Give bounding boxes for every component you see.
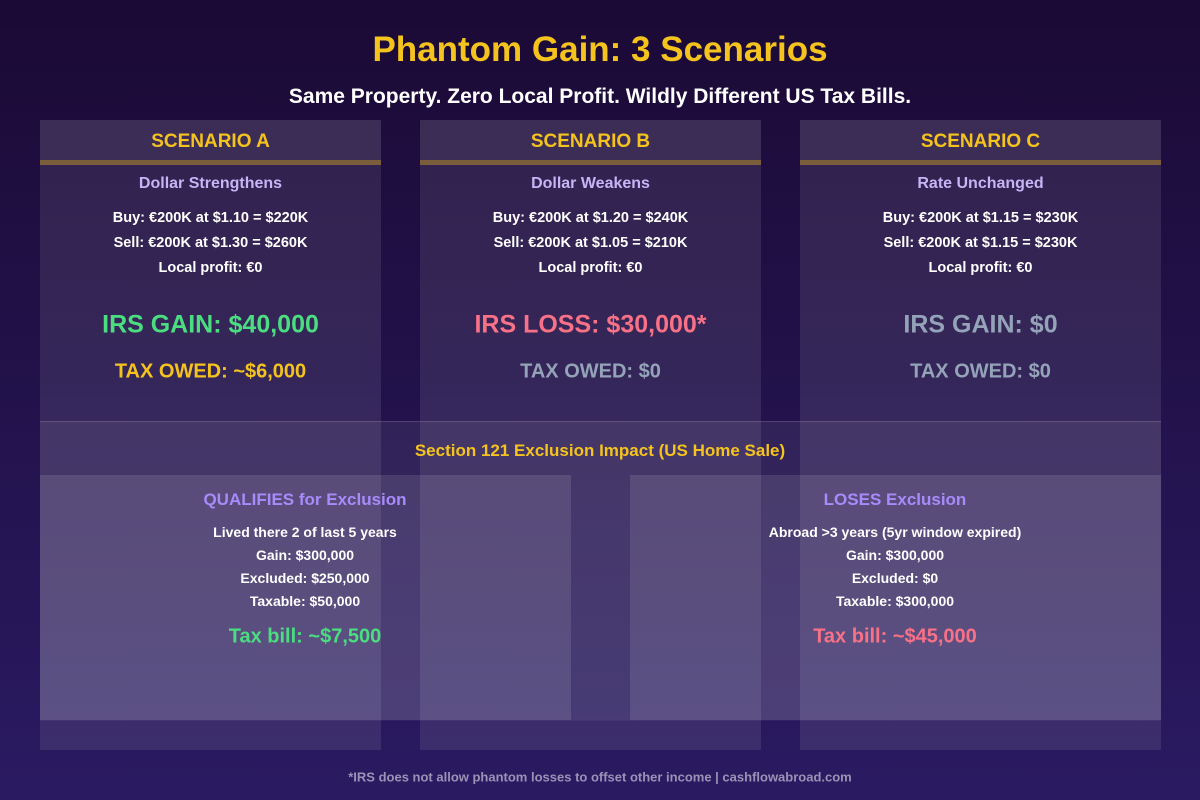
scenario-line: Local profit: €0 xyxy=(928,260,1033,276)
tax-bill: Tax bill: ~$7,500 xyxy=(228,625,382,648)
scenario-label: SCENARIO A xyxy=(151,131,270,152)
subtitle: Same Property. Zero Local Profit. Wildly… xyxy=(288,85,912,108)
scenario-subtitle: Dollar Strengthens xyxy=(138,175,283,192)
scenario-line: Buy: €200K at $1.10 = $220K xyxy=(112,210,309,226)
box-title: LOSES Exclusion xyxy=(823,490,967,509)
box-line: Taxable: $300,000 xyxy=(835,593,955,609)
scenario-subtitle: Rate Unchanged xyxy=(917,175,1044,192)
section-band xyxy=(40,421,1161,721)
scenario-line: Sell: €200K at $1.15 = $230K xyxy=(883,235,1078,251)
exclusion-box xyxy=(630,475,1161,720)
box-line: Excluded: $0 xyxy=(851,570,939,586)
tax-owed: TAX OWED: $0 xyxy=(910,360,1051,383)
scenario-line: Sell: €200K at $1.05 = $210K xyxy=(493,235,688,251)
box-line: Gain: $300,000 xyxy=(845,547,945,563)
box-line: Lived there 2 of last 5 years xyxy=(213,524,397,540)
exclusion-box xyxy=(40,475,571,720)
box-line: Taxable: $50,000 xyxy=(249,593,361,609)
irs-result: IRS GAIN: $0 xyxy=(903,310,1058,339)
tax-bill: Tax bill: ~$45,000 xyxy=(813,625,977,648)
header-rule xyxy=(40,160,381,165)
tax-owed: TAX OWED: ~$6,000 xyxy=(114,360,307,383)
irs-result: IRS LOSS: $30,000* xyxy=(474,310,707,339)
section-title: Section 121 Exclusion Impact (US Home Sa… xyxy=(414,441,786,460)
scenario-card xyxy=(800,120,1161,750)
box-line: Excluded: $250,000 xyxy=(240,570,370,586)
box-title: QUALIFIES for Exclusion xyxy=(203,490,407,509)
scenario-line: Local profit: €0 xyxy=(538,260,643,276)
box-line: Gain: $300,000 xyxy=(255,547,355,563)
scenario-header xyxy=(420,120,761,160)
title: Phantom Gain: 3 Scenarios xyxy=(372,30,828,69)
header-rule xyxy=(800,160,1161,165)
scenario-label: SCENARIO B xyxy=(530,131,651,152)
scenario-card xyxy=(40,120,381,750)
scenario-line: Buy: €200K at $1.15 = $230K xyxy=(882,210,1079,226)
footer: *IRS does not allow phantom losses to of… xyxy=(348,769,852,785)
scenario-line: Sell: €200K at $1.30 = $260K xyxy=(113,235,308,251)
header-rule xyxy=(420,160,761,165)
scenario-card xyxy=(420,120,761,750)
scenario-label: SCENARIO C xyxy=(920,131,1041,152)
scenario-line: Buy: €200K at $1.20 = $240K xyxy=(492,210,689,226)
scenario-subtitle: Dollar Weakens xyxy=(531,175,650,192)
scenario-header xyxy=(40,120,381,160)
box-line: Abroad >3 years (5yr window expired) xyxy=(768,524,1022,540)
scenario-header xyxy=(800,120,1161,160)
irs-result: IRS GAIN: $40,000 xyxy=(102,310,319,339)
tax-owed: TAX OWED: $0 xyxy=(520,360,661,383)
scenario-line: Local profit: €0 xyxy=(158,260,263,276)
